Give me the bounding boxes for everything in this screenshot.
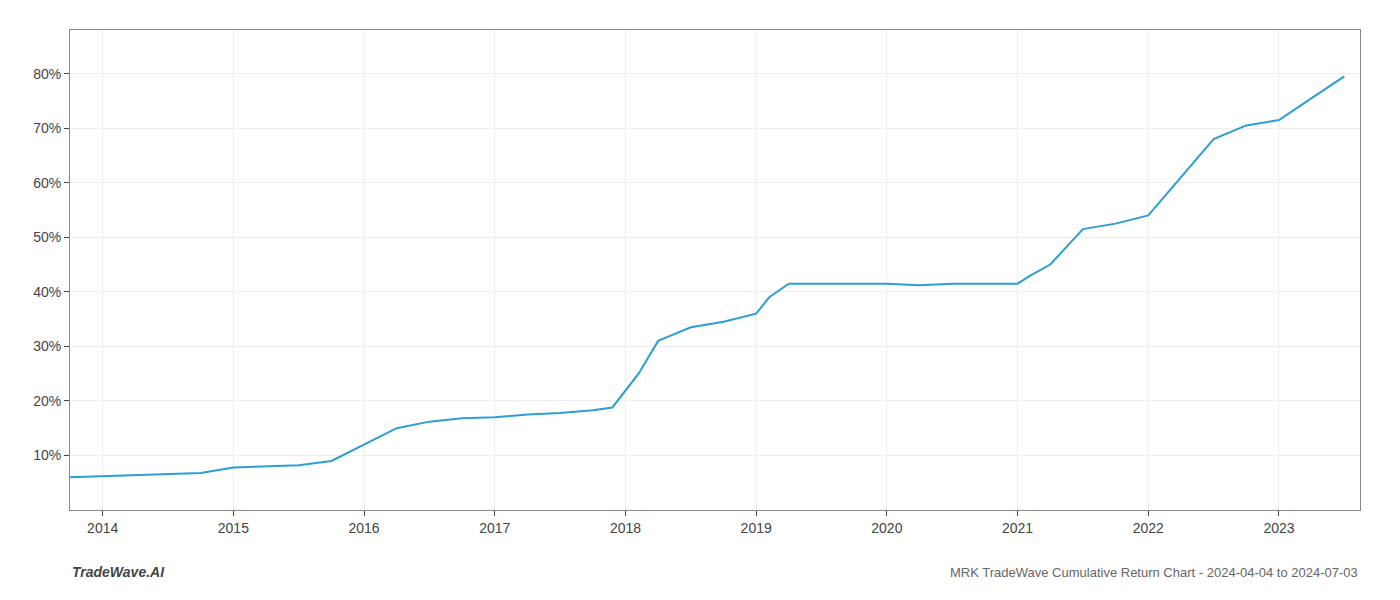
svg-text:2017: 2017	[479, 520, 510, 536]
svg-text:80%: 80%	[33, 66, 61, 82]
svg-text:2016: 2016	[348, 520, 379, 536]
svg-text:70%: 70%	[33, 120, 61, 136]
svg-text:2022: 2022	[1133, 520, 1164, 536]
svg-text:2019: 2019	[741, 520, 772, 536]
svg-text:2021: 2021	[1002, 520, 1033, 536]
svg-text:10%: 10%	[33, 447, 61, 463]
svg-text:2020: 2020	[871, 520, 902, 536]
svg-text:2018: 2018	[610, 520, 641, 536]
svg-text:2014: 2014	[87, 520, 118, 536]
svg-text:TradeWave.AI: TradeWave.AI	[72, 564, 165, 580]
svg-text:2015: 2015	[218, 520, 249, 536]
svg-text:20%: 20%	[33, 393, 61, 409]
svg-text:60%: 60%	[33, 175, 61, 191]
svg-text:50%: 50%	[33, 229, 61, 245]
svg-text:MRK TradeWave Cumulative Retur: MRK TradeWave Cumulative Return Chart - …	[950, 565, 1358, 580]
svg-text:2023: 2023	[1263, 520, 1294, 536]
svg-text:30%: 30%	[33, 338, 61, 354]
svg-text:40%: 40%	[33, 284, 61, 300]
